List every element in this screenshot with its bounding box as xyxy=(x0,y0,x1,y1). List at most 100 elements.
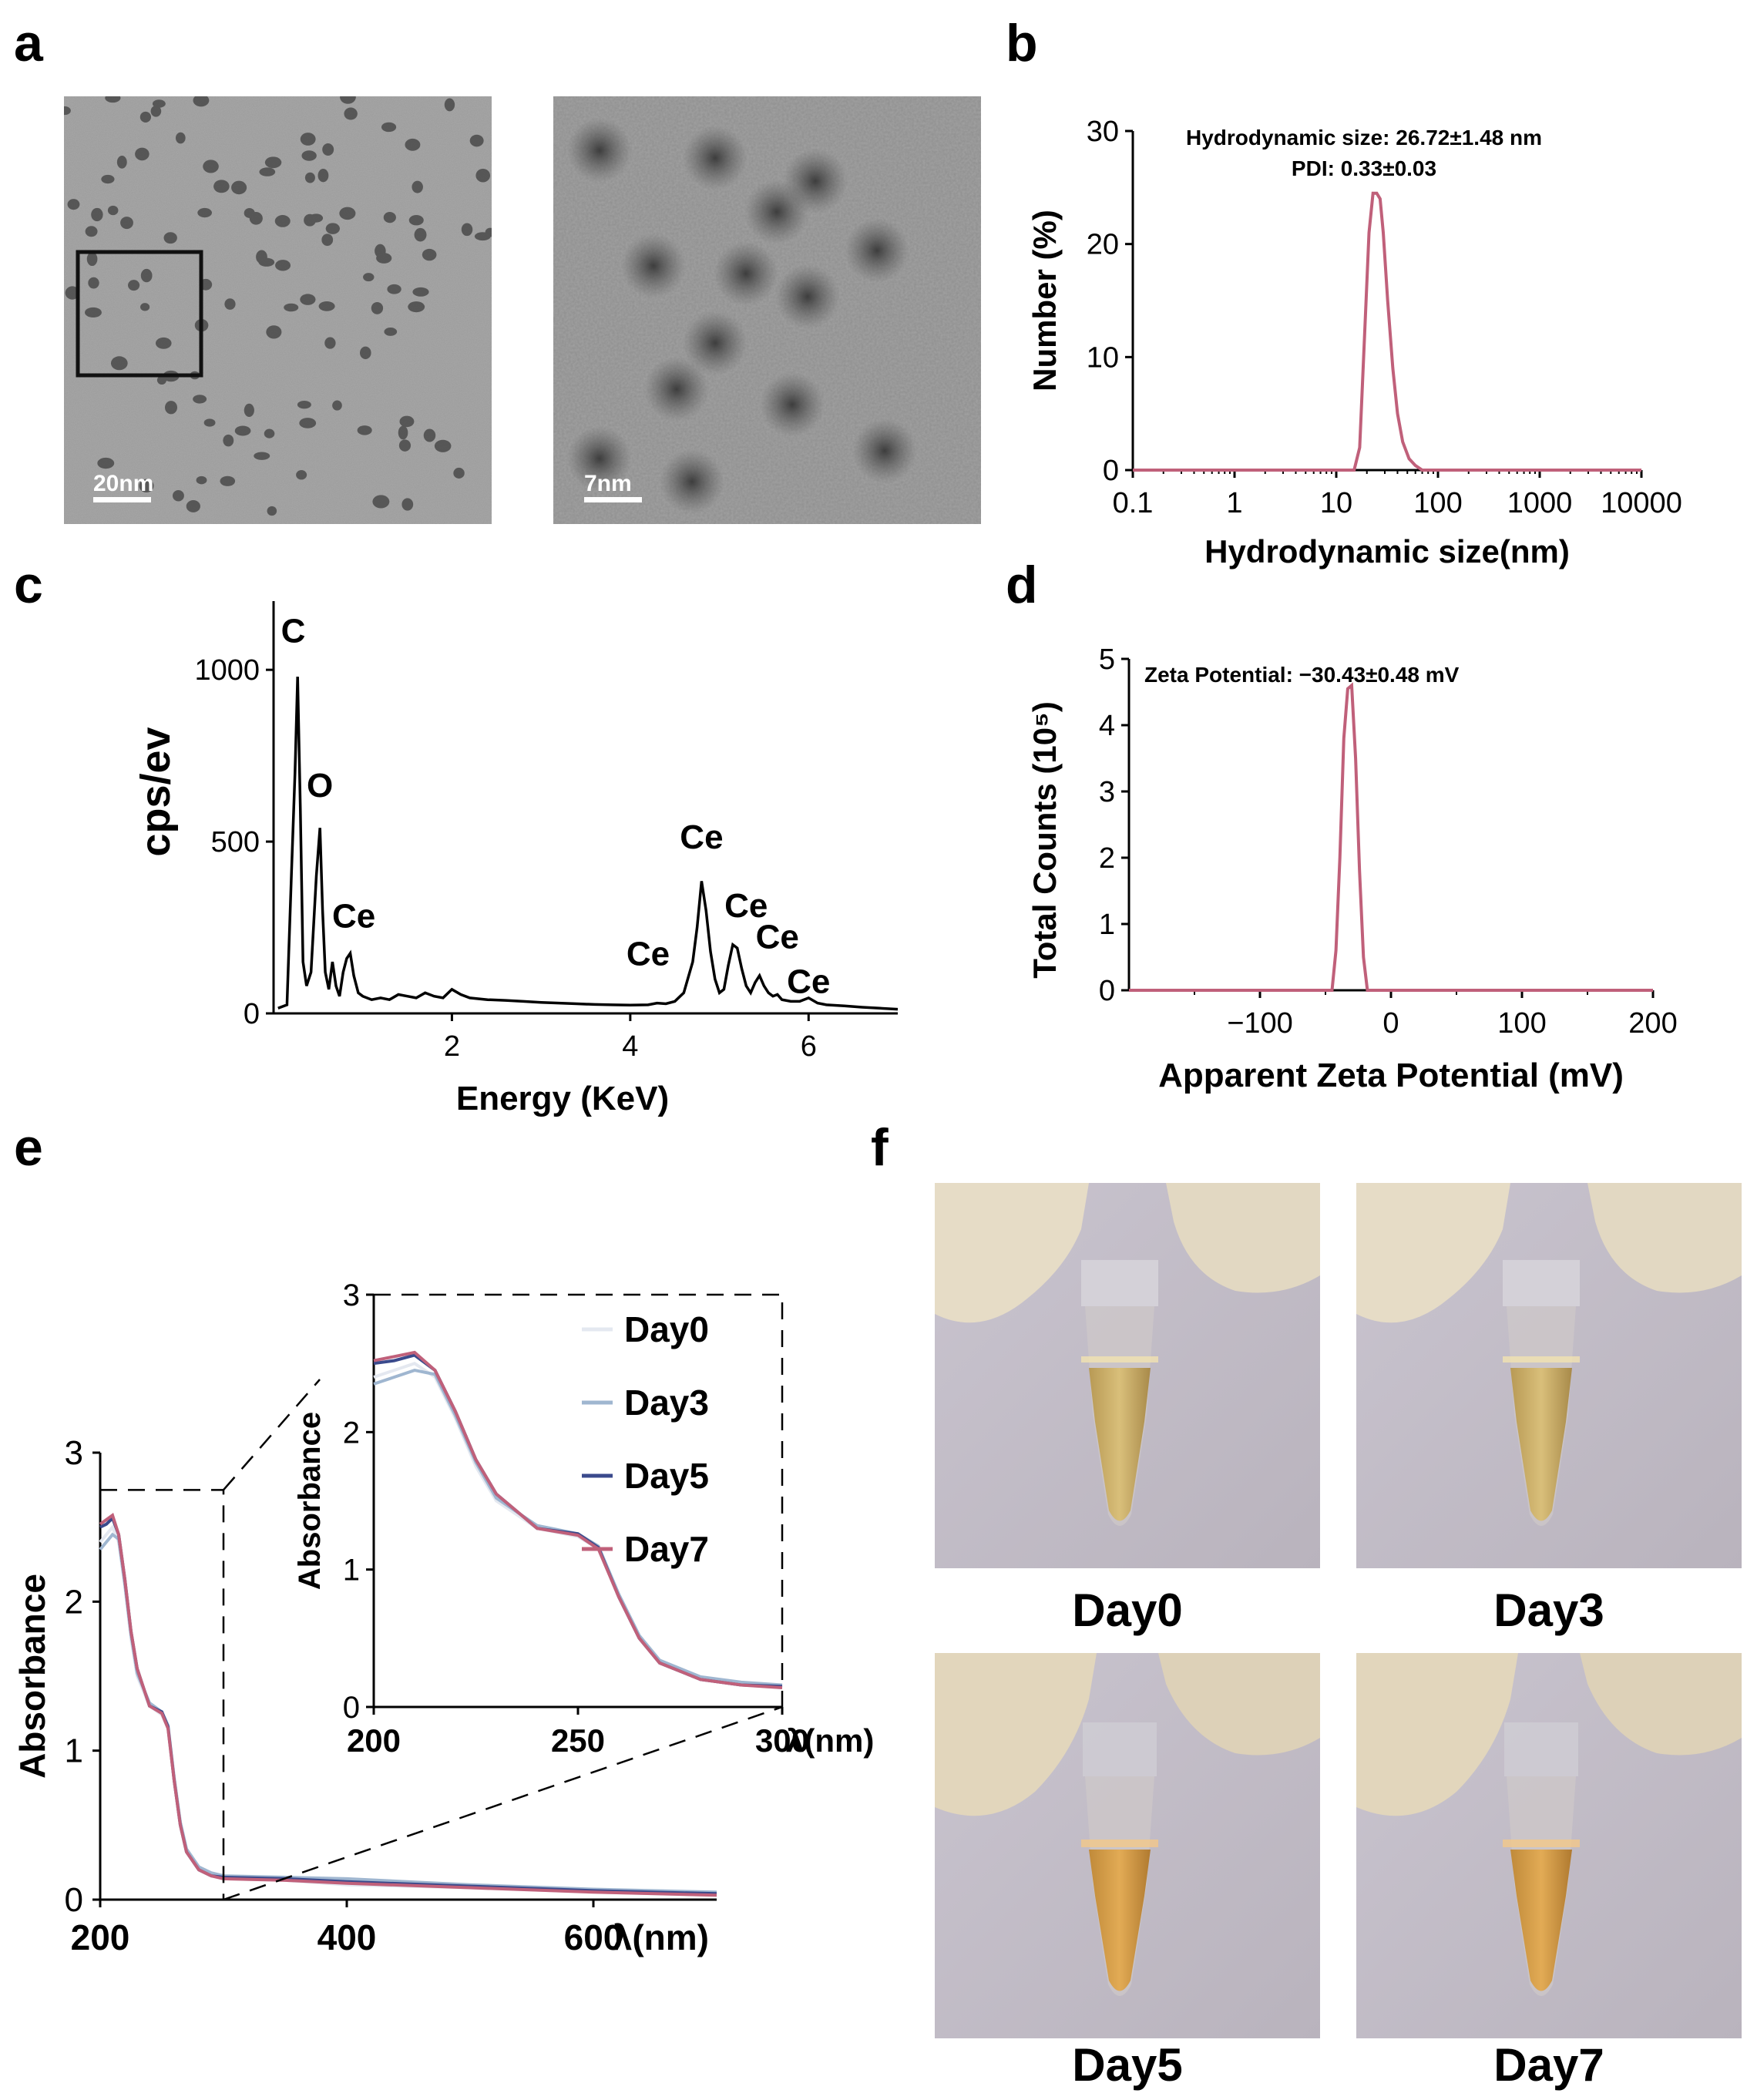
inset-y-axis-label: Absorbance xyxy=(293,1412,327,1590)
inset-x-tick-label: 300 xyxy=(755,1722,809,1759)
series-line-day3 xyxy=(99,1532,717,1894)
x-tick-label: 0.1 xyxy=(1113,487,1154,519)
nanoparticle xyxy=(203,160,219,173)
y-tick-label: 4 xyxy=(1099,710,1115,742)
y-tick-label: 3 xyxy=(65,1434,83,1472)
y-axis-label: cps/ev xyxy=(133,727,179,856)
chart-zeta-potential: −100 0 100 200 0 1 2 3 4 5 Zeta Potential: −30.43±… xyxy=(1026,643,1678,1094)
peak-label: Ce xyxy=(787,963,830,1000)
nanoparticle xyxy=(644,357,709,422)
y-axis-label: Number (%) xyxy=(1026,210,1063,391)
nanoparticle xyxy=(444,98,455,112)
nanoparticle xyxy=(321,234,334,247)
nanoparticle xyxy=(155,337,172,349)
inset-y-tick-label: 1 xyxy=(343,1554,360,1588)
nanoparticle xyxy=(264,156,282,169)
nanoparticle xyxy=(399,415,415,428)
nanoparticle xyxy=(318,301,335,311)
nanoparticle xyxy=(128,280,140,291)
nanoparticle xyxy=(304,213,316,227)
inset-series-line-day3 xyxy=(373,1369,783,1687)
chart-hydrodynamic-size: 0.1 1 10 100 1000 10000 0 10 20 30 Hydrodynamic si… xyxy=(1026,116,1682,570)
peak-label: C xyxy=(281,613,306,650)
peak-label: Ce xyxy=(724,887,768,925)
x-tick-label: 200 xyxy=(1628,1007,1677,1040)
nanoparticle xyxy=(300,294,316,305)
nanoparticle xyxy=(297,400,311,409)
nanoparticle xyxy=(324,337,336,349)
nanoparticle xyxy=(193,395,207,404)
peak-label: Ce xyxy=(680,818,723,856)
nanoparticle xyxy=(220,475,236,486)
nanoparticle xyxy=(116,156,127,169)
y-tick-label: 0 xyxy=(244,998,260,1030)
nanoparticle xyxy=(164,401,178,415)
nanoparticle xyxy=(783,149,848,213)
inset-series-line-day0 xyxy=(373,1361,783,1689)
inset-series-line-day5 xyxy=(373,1353,783,1688)
panel-letter-f: f xyxy=(871,1118,889,1177)
nanoparticle xyxy=(139,479,154,492)
nanoparticle xyxy=(156,375,167,385)
annotation-zeta: Zeta Potential: −30.43±0.48 mV xyxy=(1144,663,1460,687)
nanoparticle xyxy=(85,226,98,237)
nanoparticle xyxy=(172,489,184,502)
nanoparticle xyxy=(371,301,384,314)
nanoparticle xyxy=(461,223,473,237)
scale-label-7nm: 7nm xyxy=(584,471,632,496)
nanoparticle xyxy=(381,122,397,133)
photo-label-day7: Day7 xyxy=(1493,2039,1604,2091)
nanoparticle xyxy=(422,248,437,261)
nanoparticle xyxy=(163,232,177,244)
y-tick-label: 2 xyxy=(1099,842,1115,875)
nanoparticle xyxy=(359,346,371,360)
nanoparticle xyxy=(434,439,452,452)
nanoparticle xyxy=(213,180,230,193)
tem-image-high-mag: 7nm xyxy=(553,96,981,524)
y-tick-label: 0 xyxy=(65,1881,83,1919)
peak-label: Ce xyxy=(332,898,375,936)
peak-label: Ce xyxy=(627,936,670,973)
tem-image-low-mag: 20nm xyxy=(64,96,492,524)
zoom-connector xyxy=(223,1705,783,1901)
x-tick-label: 400 xyxy=(317,1917,377,1957)
chart-absorbance: 200 400 600 0 1 2 3 λ(nm) Absorbance 200 250 300 0 1 2… xyxy=(12,1278,874,1957)
nanoparticle xyxy=(231,180,247,195)
nanoparticle xyxy=(845,218,909,283)
nanoparticle xyxy=(274,215,291,227)
y-tick-label: 2 xyxy=(65,1583,83,1621)
photo-day3 xyxy=(1356,1183,1742,1568)
nanoparticle xyxy=(97,457,115,469)
nanoparticle xyxy=(852,418,917,483)
x-axis-label: Energy (KeV) xyxy=(456,1080,669,1117)
y-tick-label: 20 xyxy=(1087,229,1119,261)
nanoparticle xyxy=(186,500,200,512)
nanoparticle xyxy=(264,428,275,438)
x-tick-label: 6 xyxy=(801,1030,817,1063)
nanoparticle xyxy=(621,234,686,298)
annotation-pdi: PDI: 0.33±0.03 xyxy=(1292,156,1436,180)
inset-series-line-day7 xyxy=(373,1350,783,1689)
nanoparticle xyxy=(714,241,778,306)
nanoparticle xyxy=(105,96,121,103)
nanoparticle xyxy=(775,264,840,329)
nanoparticle xyxy=(259,167,276,176)
nanoparticle xyxy=(332,400,342,411)
photo-label-day3: Day3 xyxy=(1493,1584,1604,1636)
panel-letter-e: e xyxy=(14,1118,43,1177)
nanoparticle xyxy=(300,133,316,146)
panel-letter-b: b xyxy=(1006,14,1038,72)
nanoparticle xyxy=(317,169,329,183)
nanoparticle xyxy=(139,111,152,123)
annotation-hydrodynamic-size: Hydrodynamic size: 26.72±1.48 nm xyxy=(1186,126,1542,150)
series-line xyxy=(1129,682,1653,992)
photo-day5 xyxy=(935,1653,1320,2038)
y-tick-label: 1 xyxy=(65,1732,83,1770)
nanoparticle xyxy=(267,506,277,516)
nanoparticle xyxy=(322,143,334,156)
nanoparticle xyxy=(64,106,71,116)
nanoparticle xyxy=(475,168,491,183)
nanoparticle xyxy=(398,439,412,452)
nanoparticle xyxy=(296,470,307,480)
nanoparticle xyxy=(325,223,341,234)
